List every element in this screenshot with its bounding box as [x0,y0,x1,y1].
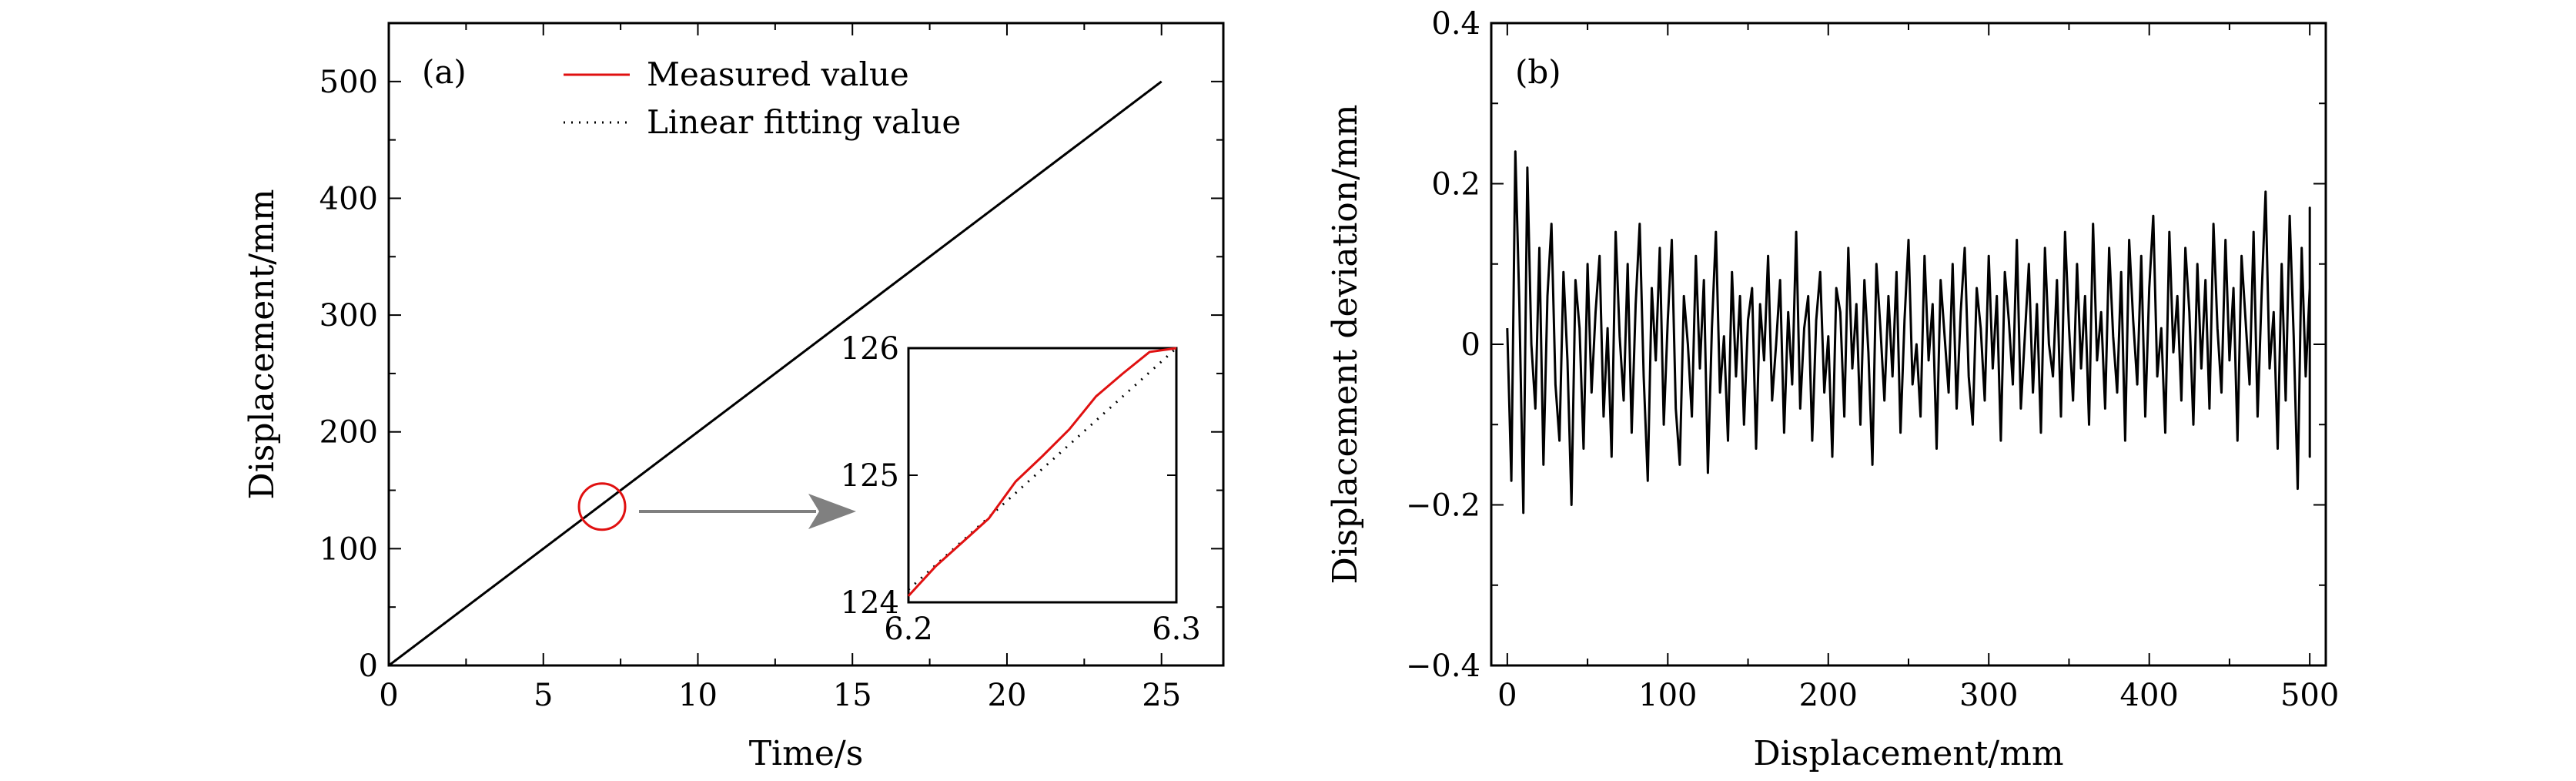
inset-measured-line [907,347,1177,597]
panel-a-series [388,80,1163,667]
x-tick-label: 500 [2280,678,2339,713]
x-tick-label: 0 [1497,678,1517,713]
y-tick-label: −0.4 [1406,649,1480,684]
panel-a-tick-labels: 0 5 10 15 20 25 0 100 200 300 400 500 [319,65,1182,713]
y-tick-label: 300 [319,298,378,334]
panel-b-series [1506,150,2311,515]
x-tick-label: 15 [833,678,872,713]
x-tick-label: 0 [379,678,398,713]
y-tick-label: 500 [319,65,378,100]
y-tick-label: 0 [359,649,378,684]
y-tick-label: 0.2 [1431,167,1480,203]
inset-y-tick-label: 125 [841,458,899,494]
y-tick-label: 200 [319,415,378,451]
inset-frame [907,347,1178,604]
y-tick-label: 100 [319,531,378,567]
y-tick-label: 400 [319,181,378,216]
panel-a: 0 5 10 15 20 25 0 100 200 300 400 500 (a) Time/s Di… [243,22,1225,773]
inset-plot: 6.2 6.3 124 125 126 [841,331,1201,647]
panel-a-x-axis-label: Time/s [749,734,864,773]
panel-b-label: (b) [1515,53,1561,91]
x-tick-label: 25 [1142,678,1181,713]
x-tick-label: 100 [1638,678,1697,713]
panel-b-ticks [1491,22,2326,666]
x-tick-label: 200 [1799,678,1858,713]
panel-b-tick-labels: 0 100 200 300 400 500 −0.4 −0.2 0 0.2 0.4 [1406,6,2339,713]
y-tick-label: 0 [1461,327,1480,363]
inset-x-tick-label: 6.2 [884,612,933,647]
panel-b: 0 100 200 300 400 500 −0.4 −0.2 0 0.2 0.4 (b) Disp… [1326,6,2339,773]
panel-a-label: (a) [422,53,467,91]
legend-fit-label: Linear fitting value [647,103,961,141]
y-tick-label: −0.2 [1406,488,1480,524]
measured-line [388,80,1163,667]
x-tick-label: 300 [1959,678,2018,713]
panel-a-frame [387,22,1225,667]
legend-measured-label: Measured value [647,55,909,93]
legend: Measured value Linear fitting value [564,55,961,141]
zoom-arrow [639,494,856,529]
inset-series [907,347,1178,597]
y-tick-label: 0.4 [1431,6,1480,42]
x-tick-label: 20 [988,678,1027,713]
inset-x-tick-label: 6.3 [1152,612,1201,647]
inset-y-tick-label: 126 [841,331,899,367]
deviation-line [1506,150,2311,515]
x-tick-label: 10 [678,678,718,713]
inset-tick-labels: 6.2 6.3 124 125 126 [841,331,1201,647]
x-tick-label: 400 [2120,678,2179,713]
panel-b-y-axis-label: Displacement deviation/mm [1326,104,1365,584]
x-tick-label: 5 [534,678,553,713]
inset-y-tick-label: 124 [841,585,899,621]
panel-b-x-axis-label: Displacement/mm [1753,734,2063,773]
panel-a-y-axis-label: Displacement/mm [243,189,282,499]
panel-a-ticks [388,23,1223,666]
zoom-circle-annotation [577,482,627,531]
